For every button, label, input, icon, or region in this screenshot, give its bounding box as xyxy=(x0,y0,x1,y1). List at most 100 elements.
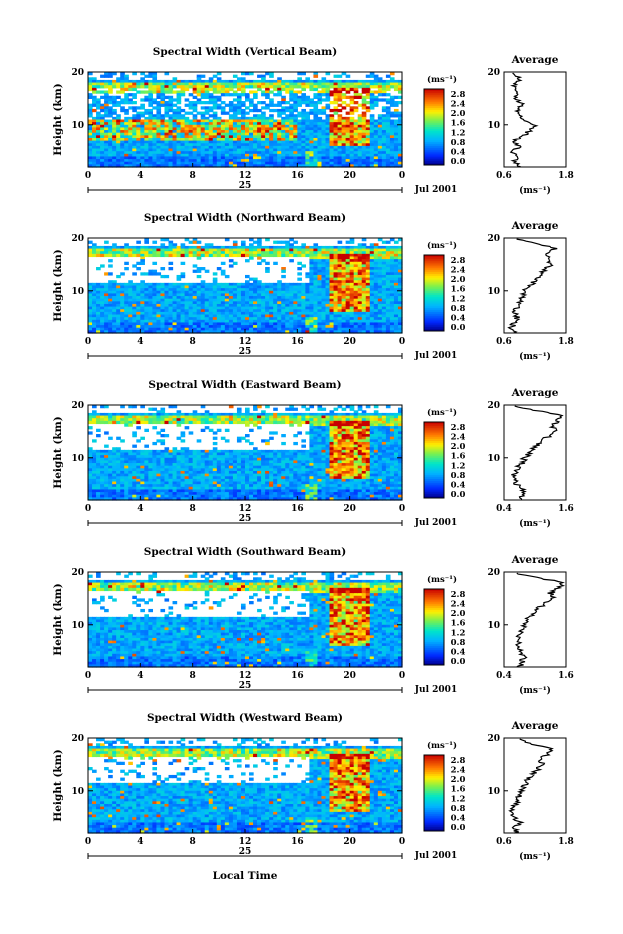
heatmap-cell xyxy=(233,98,238,101)
heatmap-cell xyxy=(104,445,109,448)
heatmap-cell xyxy=(104,254,109,257)
heatmap-cell xyxy=(378,98,383,101)
heatmap-cell xyxy=(261,93,266,96)
heatmap-cell xyxy=(285,101,290,104)
colorbar-tick-label: 0.4 xyxy=(451,147,466,157)
heatmap-cell xyxy=(173,85,178,88)
heatmap-cell xyxy=(281,88,286,91)
heatmap-cell xyxy=(136,439,141,442)
heatmap-cell xyxy=(386,241,391,244)
heatmap-cell xyxy=(374,90,379,93)
heatmap-cell xyxy=(253,254,258,257)
colorbar-tick-label: 1.2 xyxy=(451,294,466,304)
heatmap-cell xyxy=(237,88,242,91)
heatmap-cell xyxy=(261,259,266,262)
heatmap-cell xyxy=(277,104,282,107)
heatmap-cell xyxy=(366,96,371,99)
heatmap-cell xyxy=(305,104,310,107)
heatmap-cell xyxy=(301,264,306,267)
heatmap-cell xyxy=(281,112,286,115)
y-axis-label: Height (km) xyxy=(52,249,64,321)
heatmap-cell xyxy=(108,114,113,117)
heatmap-cell xyxy=(221,101,226,104)
heatmap-cell xyxy=(390,104,395,107)
heatmap-cell xyxy=(197,256,202,259)
colorbar-tick-label: 2.8 xyxy=(451,256,466,266)
heatmap-cell xyxy=(136,421,141,424)
heatmap-cell xyxy=(229,109,234,112)
heatmap-cell xyxy=(201,254,206,257)
heatmap-cell xyxy=(374,85,379,88)
heatmap-cell xyxy=(92,104,97,107)
heatmap-cell xyxy=(148,75,153,78)
heatmap-cell xyxy=(330,109,335,112)
heatmap-cell xyxy=(120,101,125,104)
colorbar-unit: (ms⁻¹) xyxy=(427,240,457,251)
heatmap-cell xyxy=(261,254,266,257)
heatmap-cell xyxy=(132,272,137,275)
average-frame xyxy=(504,238,566,333)
average-profile-line xyxy=(511,73,537,167)
heatmap-cell xyxy=(88,96,93,99)
heatmap-cell xyxy=(116,96,121,99)
heatmap-cell xyxy=(217,254,222,257)
heatmap-cell xyxy=(169,267,174,270)
heatmap-cell xyxy=(273,88,278,91)
heatmap-cell xyxy=(257,256,262,259)
heatmap-cell xyxy=(257,88,262,91)
heatmap-cell xyxy=(144,254,149,257)
heatmap-cell xyxy=(205,101,210,104)
heatmap-cell xyxy=(342,101,347,104)
heatmap-cell xyxy=(116,254,121,257)
heatmap-cell xyxy=(96,267,101,270)
heatmap-cell xyxy=(334,112,339,115)
heatmap-cell xyxy=(205,254,210,257)
heatmap-cell xyxy=(358,104,363,107)
panel-title: Spectral Width (Northward Beam) xyxy=(144,212,346,224)
colorbar-tick-label: 1.6 xyxy=(451,285,466,295)
heatmap-cell xyxy=(350,101,355,104)
heatmap-cell xyxy=(249,256,254,259)
heatmap-cell xyxy=(185,98,190,101)
heatmap-cell xyxy=(225,104,230,107)
heatmap-cell xyxy=(136,241,141,244)
panel-2: Spectral Width (Eastward Beam)2010Height… xyxy=(52,379,574,529)
heatmap-cell xyxy=(321,98,326,101)
heatmap-cell xyxy=(132,88,137,91)
average-x-tick-label: 1.8 xyxy=(558,171,574,181)
heatmap-cell xyxy=(116,85,121,88)
heatmap-cell xyxy=(132,421,137,424)
heatmap-cell xyxy=(136,85,141,88)
heatmap-cell xyxy=(108,437,113,440)
heatmap-cell xyxy=(342,88,347,91)
heatmap-cell xyxy=(189,93,194,96)
heatmap-cell xyxy=(277,114,282,117)
heatmap-cell xyxy=(241,93,246,96)
heatmap-cell xyxy=(132,264,137,267)
heatmap-cell xyxy=(169,90,174,93)
heatmap-cell xyxy=(342,106,347,109)
average-x-tick-label: 0.6 xyxy=(496,171,512,181)
heatmap-cell xyxy=(104,421,109,424)
heatmap-cell xyxy=(213,90,218,93)
heatmap-cell xyxy=(229,88,234,91)
heatmap-cell xyxy=(229,264,234,267)
heatmap-cell xyxy=(96,421,101,424)
average-title: Average xyxy=(511,54,559,66)
heatmap-cell xyxy=(241,254,246,257)
heatmap-cell xyxy=(289,259,294,262)
heatmap-cell xyxy=(181,254,186,257)
heatmap-cell xyxy=(297,267,302,270)
heatmap-cell xyxy=(366,101,371,104)
heatmap-cell xyxy=(338,104,343,107)
heatmap-cell xyxy=(197,270,202,273)
heatmap-cell xyxy=(370,75,375,78)
heatmap-cell xyxy=(305,275,310,278)
heatmap-cell xyxy=(197,101,202,104)
x-tick-label: 20 xyxy=(343,337,356,347)
average-unit: (ms⁻¹) xyxy=(519,185,551,196)
heatmap-cell xyxy=(265,96,270,99)
heatmap-cell xyxy=(100,85,105,88)
heatmap-cell xyxy=(169,109,174,112)
heatmap-cell xyxy=(273,241,278,244)
